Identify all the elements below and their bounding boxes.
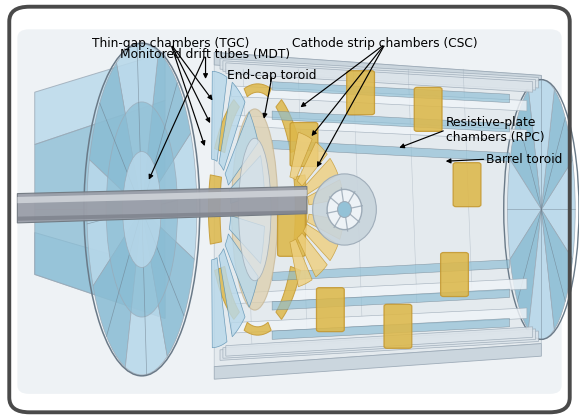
Ellipse shape [232, 109, 278, 310]
Polygon shape [529, 80, 554, 210]
Polygon shape [142, 133, 197, 259]
FancyBboxPatch shape [414, 87, 442, 131]
Ellipse shape [106, 102, 178, 317]
Polygon shape [208, 175, 222, 244]
Ellipse shape [338, 202, 351, 217]
Polygon shape [116, 44, 159, 210]
Polygon shape [303, 158, 338, 195]
FancyBboxPatch shape [277, 212, 305, 256]
Text: Resistive-plate
chambers (RPC): Resistive-plate chambers (RPC) [446, 116, 544, 144]
FancyBboxPatch shape [441, 253, 468, 297]
Polygon shape [303, 224, 338, 261]
Polygon shape [244, 322, 271, 335]
Polygon shape [212, 71, 227, 161]
Polygon shape [220, 331, 538, 360]
Ellipse shape [313, 174, 376, 245]
FancyBboxPatch shape [453, 163, 481, 207]
Polygon shape [226, 327, 533, 356]
Text: Barrel toroid: Barrel toroid [486, 153, 563, 166]
Polygon shape [125, 210, 167, 375]
Polygon shape [215, 266, 239, 319]
Polygon shape [272, 82, 510, 103]
Text: Thin-gap chambers (TGC): Thin-gap chambers (TGC) [92, 37, 250, 51]
Polygon shape [35, 52, 165, 145]
FancyBboxPatch shape [347, 71, 375, 115]
Polygon shape [229, 155, 265, 203]
Polygon shape [508, 160, 541, 259]
Polygon shape [229, 216, 265, 264]
FancyBboxPatch shape [10, 8, 569, 411]
Polygon shape [219, 248, 245, 337]
Polygon shape [17, 190, 307, 203]
Polygon shape [541, 90, 573, 210]
Polygon shape [297, 142, 327, 186]
FancyBboxPatch shape [384, 304, 412, 348]
Polygon shape [510, 90, 541, 210]
Ellipse shape [327, 189, 362, 230]
Polygon shape [232, 86, 527, 111]
Polygon shape [290, 239, 312, 287]
Ellipse shape [123, 152, 161, 267]
Polygon shape [272, 111, 510, 132]
Polygon shape [214, 52, 541, 88]
Polygon shape [223, 61, 536, 90]
Polygon shape [529, 210, 554, 339]
Polygon shape [276, 266, 301, 319]
Polygon shape [307, 214, 343, 239]
Polygon shape [219, 82, 245, 171]
FancyBboxPatch shape [17, 29, 562, 394]
Polygon shape [17, 210, 307, 221]
Polygon shape [307, 180, 343, 205]
Polygon shape [220, 59, 538, 88]
Polygon shape [87, 160, 142, 286]
Polygon shape [276, 100, 301, 153]
Polygon shape [223, 329, 536, 358]
Polygon shape [142, 52, 190, 210]
Polygon shape [215, 100, 239, 153]
Polygon shape [225, 112, 258, 185]
Polygon shape [541, 210, 573, 329]
Polygon shape [290, 132, 312, 180]
Polygon shape [214, 52, 541, 367]
Polygon shape [225, 234, 258, 307]
FancyBboxPatch shape [317, 288, 345, 332]
Polygon shape [510, 210, 541, 329]
Polygon shape [272, 140, 510, 161]
Polygon shape [232, 308, 527, 333]
FancyBboxPatch shape [290, 122, 318, 166]
Text: Cathode strip chambers (CSC): Cathode strip chambers (CSC) [292, 37, 478, 51]
Text: Monitored drift tubes (MDT): Monitored drift tubes (MDT) [120, 48, 291, 61]
Polygon shape [35, 101, 165, 210]
Polygon shape [35, 210, 165, 318]
Polygon shape [272, 260, 510, 281]
Polygon shape [297, 233, 327, 277]
Polygon shape [17, 186, 307, 223]
Polygon shape [35, 233, 165, 318]
Polygon shape [272, 289, 510, 310]
Polygon shape [226, 63, 533, 92]
Polygon shape [214, 344, 541, 379]
Polygon shape [93, 210, 142, 367]
Polygon shape [541, 160, 575, 259]
Polygon shape [212, 258, 227, 348]
Text: End-cap toroid: End-cap toroid [228, 69, 317, 82]
Polygon shape [89, 63, 142, 209]
Polygon shape [142, 210, 195, 356]
Polygon shape [232, 115, 527, 140]
Polygon shape [232, 279, 527, 304]
Ellipse shape [239, 138, 271, 281]
Polygon shape [294, 175, 307, 244]
Polygon shape [244, 84, 271, 97]
Polygon shape [272, 318, 510, 339]
